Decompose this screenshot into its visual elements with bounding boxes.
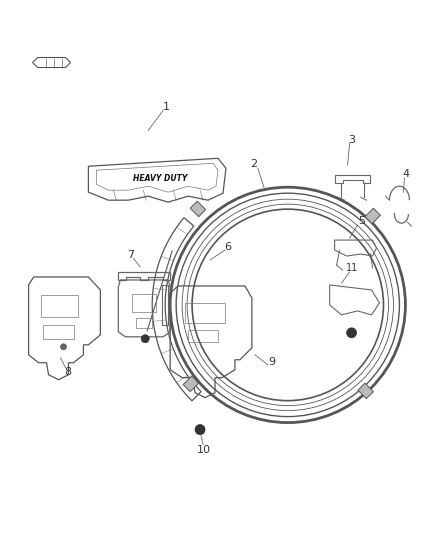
Text: 1: 1 <box>162 102 170 112</box>
Text: 6: 6 <box>224 242 231 252</box>
Text: 10: 10 <box>197 445 211 455</box>
Bar <box>183 376 198 392</box>
Text: 9: 9 <box>268 357 276 367</box>
Bar <box>42 325 74 339</box>
Text: 11: 11 <box>346 263 359 273</box>
Bar <box>132 294 156 312</box>
Text: 7: 7 <box>127 250 134 260</box>
Bar <box>136 318 152 328</box>
Text: 8: 8 <box>64 367 71 377</box>
Circle shape <box>141 335 149 343</box>
Circle shape <box>60 344 67 350</box>
Bar <box>358 383 374 399</box>
Text: 5: 5 <box>358 216 365 226</box>
Text: 2: 2 <box>251 159 258 169</box>
Bar <box>41 295 78 317</box>
Bar <box>188 330 218 342</box>
Bar <box>185 303 225 323</box>
Circle shape <box>195 425 205 434</box>
Bar <box>190 201 206 217</box>
Text: 3: 3 <box>348 135 355 146</box>
Text: HEAVY DUTY: HEAVY DUTY <box>133 174 187 183</box>
Circle shape <box>346 328 357 338</box>
Bar <box>365 208 381 224</box>
Text: 4: 4 <box>403 169 410 179</box>
